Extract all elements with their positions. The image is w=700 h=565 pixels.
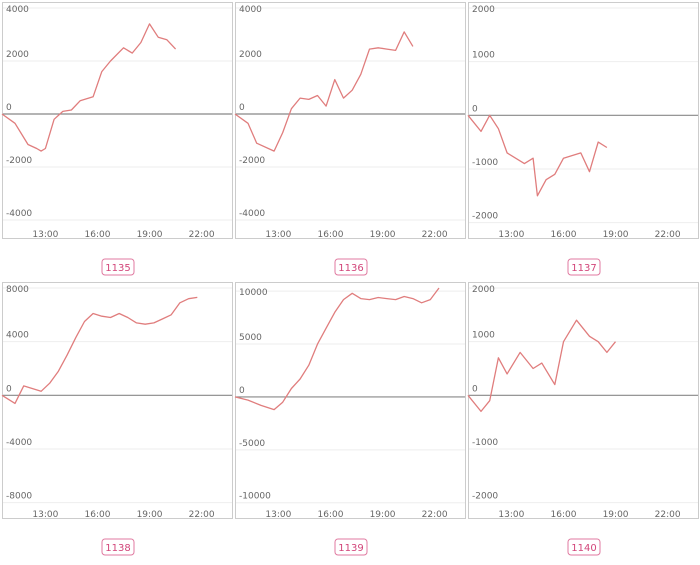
series-line (467, 114, 608, 197)
x-tick-label: 19:00 (137, 230, 163, 240)
y-tick-label: 0 (472, 104, 478, 114)
x-tick-label: 22:00 (655, 230, 681, 240)
y-tick-label: 0 (239, 103, 245, 113)
x-tick-label: 22:00 (422, 510, 448, 520)
y-tick-label: 4000 (6, 5, 29, 15)
chart-frame (2, 2, 233, 239)
x-tick-label: 22:00 (422, 230, 448, 240)
x-tick-label: 22:00 (189, 230, 215, 240)
x-tick-label: 16:00 (85, 230, 111, 240)
series-line (1, 296, 198, 405)
y-tick-label: -4000 (239, 209, 265, 219)
chart-id-label: 1139 (338, 543, 363, 554)
x-tick-label: 13:00 (32, 510, 58, 520)
x-tick-label: 13:00 (265, 230, 291, 240)
x-tick-label: 19:00 (370, 230, 396, 240)
chart-id-badge[interactable]: 1135 (101, 258, 135, 276)
y-tick-label: -1000 (472, 158, 498, 168)
y-tick-label: 0 (239, 386, 245, 396)
y-tick-label: 2000 (472, 5, 495, 15)
y-tick-label: -5000 (239, 439, 265, 449)
y-tick-label: 1000 (472, 51, 495, 61)
chart-id-label: 1138 (105, 543, 130, 554)
y-tick-label: 0 (472, 384, 478, 394)
y-tick-label: 5000 (239, 333, 262, 343)
y-tick-label: 1000 (472, 331, 495, 341)
y-tick-label: 10000 (239, 288, 268, 298)
x-tick-label: 22:00 (189, 510, 215, 520)
chart-frame (468, 282, 699, 519)
y-tick-label: 2000 (239, 50, 262, 60)
chart-id-badge[interactable]: 1140 (567, 538, 601, 556)
x-tick-label: 19:00 (137, 510, 163, 520)
y-tick-label: 0 (6, 103, 12, 113)
y-tick-label: -1000 (472, 438, 498, 448)
x-tick-label: 16:00 (551, 230, 577, 240)
y-tick-label: -10000 (239, 492, 271, 502)
chart-id-label: 1137 (571, 263, 596, 274)
chart-id-badge[interactable]: 1138 (101, 538, 135, 556)
x-tick-label: 13:00 (498, 230, 524, 240)
chart-id-badge[interactable]: 1139 (334, 538, 368, 556)
x-tick-label: 19:00 (603, 510, 629, 520)
x-tick-label: 16:00 (318, 510, 344, 520)
chart-panel-1135: 4000 2000 0 -2000 -4000 13:00 16:00 19:00 22:00 (1, 2, 233, 240)
chart-frame (235, 282, 466, 519)
y-tick-label: -2000 (472, 492, 498, 502)
y-tick-label: 2000 (6, 50, 29, 60)
x-tick-label: 16:00 (551, 510, 577, 520)
y-tick-label: 4000 (239, 5, 262, 15)
y-tick-label: -4000 (6, 209, 32, 219)
series-line (234, 287, 440, 411)
x-tick-label: 13:00 (498, 510, 524, 520)
chart-frame (2, 282, 233, 519)
y-tick-label: -4000 (6, 438, 32, 448)
y-tick-label: -2000 (472, 212, 498, 222)
series-line (467, 319, 617, 413)
y-tick-label: 8000 (6, 285, 29, 295)
x-tick-label: 19:00 (603, 230, 629, 240)
chart-id-label: 1136 (338, 263, 363, 274)
chart-frame (235, 2, 466, 239)
chart-id-badge[interactable]: 1137 (567, 258, 601, 276)
x-tick-label: 16:00 (85, 510, 111, 520)
y-tick-label: -8000 (6, 492, 32, 502)
chart-id-badge[interactable]: 1136 (334, 258, 368, 276)
y-tick-label: 4000 (6, 331, 29, 341)
x-tick-label: 16:00 (318, 230, 344, 240)
x-tick-label: 22:00 (655, 510, 681, 520)
chart-frame (468, 2, 699, 239)
series-line (234, 31, 414, 152)
x-tick-label: 19:00 (370, 510, 396, 520)
x-tick-label: 13:00 (32, 230, 58, 240)
chart-panel-1136: 4000 2000 0 -2000 -4000 13:00 16:00 19:00 22:00 (234, 2, 466, 240)
chart-panel-1139: 10000 5000 0 -5000 -10000 13:00 16:00 19:00 22:0… (234, 282, 466, 520)
chart-id-label: 1135 (105, 263, 130, 274)
series-line (1, 23, 177, 152)
y-tick-label: 2000 (472, 285, 495, 295)
x-tick-label: 13:00 (265, 510, 291, 520)
y-tick-label: -2000 (6, 156, 32, 166)
y-tick-label: -2000 (239, 156, 265, 166)
y-tick-label: 0 (6, 384, 12, 394)
chart-id-label: 1140 (571, 543, 596, 554)
